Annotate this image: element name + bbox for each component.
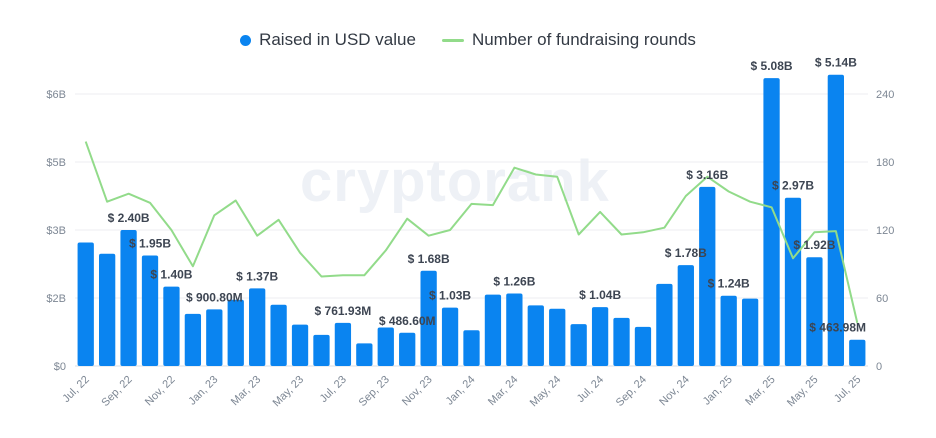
bar: [463, 330, 480, 366]
legend-item-rounds[interactable]: Number of fundraising rounds: [441, 30, 696, 50]
bar-data-label: $ 1.92B: [793, 238, 835, 252]
legend-bar-label: Raised in USD value: [259, 30, 416, 49]
bar-data-label: $ 1.03B: [429, 289, 471, 303]
bar-data-label: $ 761.93M: [315, 304, 372, 318]
x-tick-label: Mar, 25: [743, 374, 777, 408]
bar: [634, 326, 652, 366]
bar-data-label: $ 2.40B: [108, 211, 150, 225]
rounds-line: [84, 141, 859, 324]
y-left-tick-label: $5B: [46, 157, 66, 169]
bar: [206, 309, 223, 366]
bar: [270, 304, 287, 366]
bar-data-label: $ 1.95B: [129, 237, 171, 251]
legend-line-swatch: [441, 38, 464, 42]
bar: [291, 324, 309, 366]
bar: [570, 324, 587, 366]
bar: [163, 286, 180, 366]
bar: [420, 270, 437, 366]
x-tick-label: Jul, 22: [60, 374, 91, 405]
bar: [806, 257, 823, 366]
x-tick-label: Mar, 23: [229, 374, 263, 408]
x-tick-label: Jul, 25: [832, 374, 863, 405]
bar: [677, 265, 694, 366]
y-right-tick-label: 120: [876, 225, 894, 237]
bar: [184, 313, 202, 366]
x-tick-label: Nov, 22: [143, 374, 178, 409]
bar: [784, 197, 802, 366]
x-tick-label: Mar, 24: [486, 374, 520, 408]
bar-data-label: $ 1.78B: [665, 246, 707, 260]
bar-data-label: $ 2.97B: [772, 179, 814, 193]
bar-data-label: $ 5.08B: [751, 59, 793, 73]
bar-data-label: $ 1.04B: [579, 288, 621, 302]
bar: [741, 298, 759, 366]
legend-item-raised[interactable]: Raised in USD value: [240, 30, 416, 50]
y-left-tick-label: $6B: [46, 89, 66, 101]
bar: [249, 288, 266, 366]
x-tick-label: Sep, 24: [614, 374, 649, 409]
bar-data-label: $ 1.37B: [236, 269, 278, 283]
bar-data-label: $ 486.60M: [379, 314, 436, 328]
bar: [141, 255, 159, 366]
x-tick-label: May, 23: [271, 374, 307, 410]
bar: [120, 230, 137, 366]
bar: [656, 283, 673, 366]
bar-data-label: $ 1.40B: [150, 268, 192, 282]
bar-data-label: $ 1.24B: [708, 277, 750, 291]
bar-data-label: $ 1.68B: [408, 252, 450, 266]
watermark: cryptorank: [300, 149, 610, 214]
bar: [506, 293, 523, 366]
x-tick-label: Jan, 24: [444, 374, 478, 408]
bar: [99, 253, 116, 366]
bar-data-label: $ 900.80M: [186, 290, 243, 304]
bar: [720, 295, 737, 366]
legend: Raised in USD value Number of fundraisin…: [0, 30, 936, 50]
bar-data-label: $ 5.14B: [815, 56, 857, 70]
x-tick-label: Jul, 23: [318, 374, 349, 405]
legend-bar-swatch: [240, 34, 252, 46]
bar: [313, 334, 330, 366]
x-tick-label: Nov, 24: [657, 374, 692, 409]
x-tick-label: Jul, 24: [575, 374, 606, 405]
x-tick-label: Sep, 23: [357, 374, 392, 409]
bar: [613, 317, 630, 366]
x-tick-label: Jan, 23: [186, 374, 220, 408]
bar: [699, 186, 716, 366]
y-left-tick-label: $3B: [46, 225, 66, 237]
bar: [827, 74, 844, 366]
x-tick-label: Nov, 23: [400, 374, 435, 409]
bar: [377, 327, 394, 366]
bar: [334, 322, 352, 366]
bar: [591, 307, 609, 366]
bar-data-label: $ 3.16B: [686, 168, 728, 182]
y-right-tick-label: 60: [876, 293, 888, 305]
y-right-tick-label: 240: [876, 89, 894, 101]
bar-data-label: $ 463.98M: [809, 321, 866, 335]
bar: [849, 339, 866, 366]
x-tick-label: May, 24: [528, 374, 564, 410]
y-left-tick-label: $0: [54, 361, 66, 373]
bar: [399, 332, 416, 366]
bar: [441, 307, 459, 366]
bar: [356, 343, 373, 366]
bar-data-label: $ 1.26B: [493, 274, 535, 288]
x-tick-label: Sep, 22: [99, 374, 134, 409]
bar: [77, 242, 94, 366]
bar: [227, 299, 244, 366]
y-right-tick-label: 180: [876, 157, 894, 169]
bar: [484, 294, 502, 366]
bar: [549, 308, 566, 366]
legend-line-label: Number of fundraising rounds: [471, 30, 696, 49]
y-left-tick-label: $2B: [46, 293, 66, 305]
x-tick-label: Jan, 25: [701, 374, 735, 408]
x-tick-label: May, 25: [785, 374, 821, 410]
y-right-tick-label: 0: [876, 361, 882, 373]
bar: [763, 78, 780, 366]
bar: [527, 305, 544, 366]
